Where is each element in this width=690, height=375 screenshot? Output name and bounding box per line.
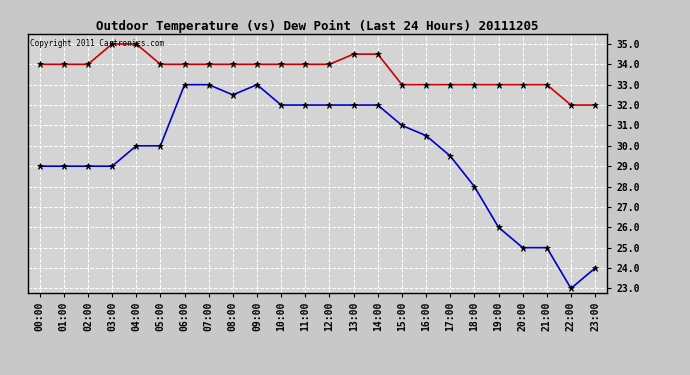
- Title: Outdoor Temperature (vs) Dew Point (Last 24 Hours) 20111205: Outdoor Temperature (vs) Dew Point (Last…: [96, 20, 539, 33]
- Text: Copyright 2011 Cartronics.com: Copyright 2011 Cartronics.com: [30, 39, 165, 48]
